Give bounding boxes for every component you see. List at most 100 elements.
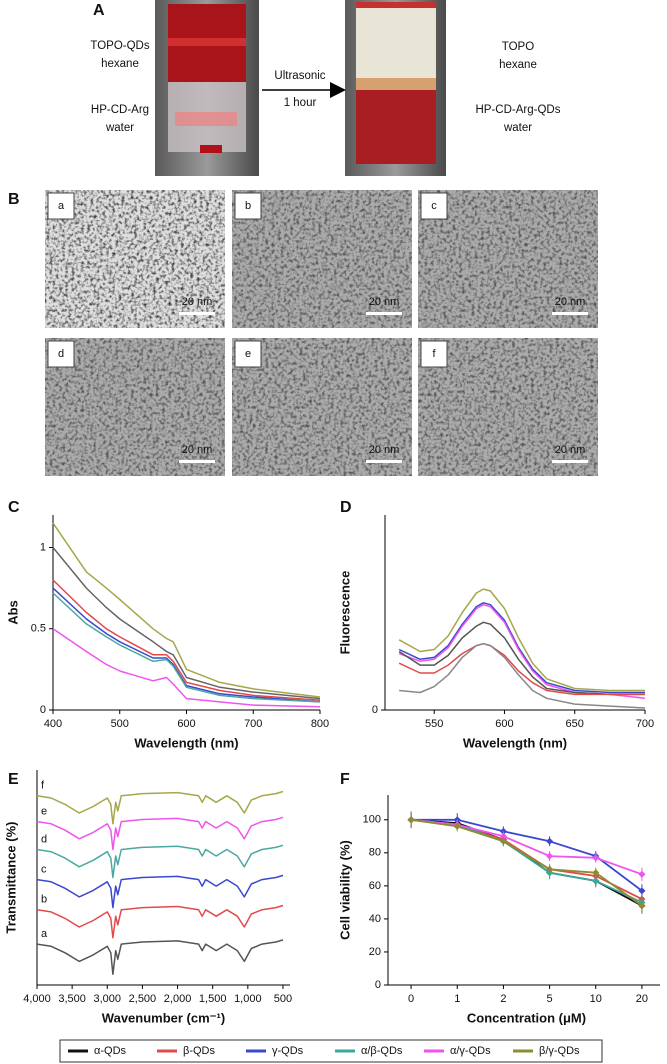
x-tick-label: 500: [111, 718, 129, 730]
x-tick-label: 2: [500, 993, 506, 1005]
x-tick-label: 10: [590, 993, 602, 1005]
x-tick-label: 400: [44, 718, 62, 730]
series-label: d: [41, 833, 47, 845]
image-label: a: [58, 200, 65, 212]
series-marker: [546, 837, 554, 845]
x-axis-title: Wavelength (nm): [463, 735, 567, 750]
x-tick-label: 20: [636, 993, 648, 1005]
x-tick-label: 2,000: [164, 993, 192, 1005]
vial-label: HP-CD-Arg-QDs: [476, 104, 561, 116]
series-line: [399, 642, 646, 709]
y-tick-label: 20: [369, 946, 381, 958]
vial-label: hexane: [101, 58, 139, 70]
label-box: [420, 192, 448, 220]
series-label: b: [41, 894, 47, 906]
series-marker: [453, 822, 461, 830]
series-line: [52, 592, 321, 703]
series-label: c: [41, 864, 47, 876]
series-marker: [407, 816, 415, 824]
y-tick-label: 40: [369, 913, 381, 925]
y-tick-label: 80: [369, 847, 381, 859]
series-line: [411, 818, 643, 892]
label-box: [420, 340, 448, 368]
y-axis-title: Cell viability (%): [337, 840, 352, 940]
image-label: d: [58, 348, 64, 360]
x-tick-label: 1: [454, 993, 460, 1005]
vial-label: HP-CD-Arg: [91, 104, 149, 116]
legend-box: [59, 1039, 603, 1063]
series-marker: [592, 869, 600, 877]
vial-photo-left: [155, 0, 259, 176]
x-tick-label: 800: [311, 718, 329, 730]
x-axis-title: Wavelength (nm): [134, 735, 238, 750]
x-tick-label: 1,500: [199, 993, 227, 1005]
y-tick-label: 100: [363, 814, 381, 826]
legend-label: β/γ-QDs: [539, 1045, 580, 1057]
vial-label: water: [105, 122, 134, 134]
y-tick-label: 1: [40, 541, 46, 553]
x-tick-label: 500: [274, 993, 292, 1005]
image-label: c: [431, 200, 437, 212]
series-marker: [546, 852, 554, 860]
vial-label: water: [503, 122, 532, 134]
image-label: b: [245, 200, 251, 212]
series-marker: [638, 902, 646, 910]
legend-label: α/γ-QDs: [450, 1045, 491, 1057]
x-tick-label: 5: [547, 993, 553, 1005]
series-label: e: [41, 806, 47, 818]
vial-label: hexane: [499, 59, 537, 71]
y-axis-title: Transmittance (%): [3, 822, 18, 934]
vial-label: TOPO-QDs: [90, 40, 149, 52]
scale-bar: [179, 312, 215, 315]
label-box: [234, 340, 262, 368]
series-line: [36, 874, 284, 909]
tem-texture: [232, 338, 412, 476]
x-tick-label: 0: [408, 993, 414, 1005]
arrow-label: Ultrasonic: [274, 70, 325, 82]
series-line: [398, 642, 645, 696]
x-tick-label: 700: [244, 718, 262, 730]
series-line: [36, 844, 284, 879]
series-line: [36, 939, 284, 976]
x-tick-label: 1,000: [234, 993, 262, 1005]
x-axis-title: Wavenumber (cm⁻¹): [102, 1010, 225, 1025]
series-line: [52, 579, 321, 702]
x-tick-label: 3,500: [58, 993, 86, 1005]
series-line: [36, 816, 284, 851]
series-line: [52, 522, 321, 698]
scale-bar: [366, 312, 402, 315]
x-tick-label: 700: [636, 718, 654, 730]
tem-texture: [45, 190, 225, 328]
x-tick-label: 600: [177, 718, 195, 730]
arrow-head: [330, 82, 346, 98]
panel-label: E: [8, 771, 19, 788]
y-tick-label: 0.5: [31, 623, 46, 635]
tem-grid: a 20 nm b 20 nm c 20 nm d 20 nm e 20 nm f 20 nm: [45, 190, 598, 476]
tem-texture: [418, 190, 598, 328]
tem-texture: [232, 190, 412, 328]
scale-bar: [552, 312, 588, 315]
series-marker: [592, 854, 600, 862]
series-line: [52, 587, 321, 703]
y-axis-title: Abs: [5, 600, 20, 625]
scale-label: 20 nm: [555, 296, 586, 308]
panel-label: D: [340, 499, 352, 516]
label-box: [234, 192, 262, 220]
legend-label: α/β-QDs: [361, 1045, 403, 1057]
image-label: e: [245, 348, 251, 360]
scale-label: 20 nm: [369, 444, 400, 456]
panel-label: F: [340, 771, 350, 788]
vial-label: TOPO: [502, 41, 534, 53]
panel-label: A: [93, 2, 105, 19]
scale-label: 20 nm: [555, 444, 586, 456]
series-line: [411, 818, 643, 876]
x-tick-label: 600: [495, 718, 513, 730]
series-line: [410, 818, 643, 907]
legend-label: β-QDs: [183, 1045, 215, 1057]
series-line: [36, 904, 284, 939]
series-line: [36, 790, 284, 825]
label-box: [47, 192, 75, 220]
series-label: f: [41, 780, 45, 792]
arrow-label: 1 hour: [284, 97, 317, 109]
